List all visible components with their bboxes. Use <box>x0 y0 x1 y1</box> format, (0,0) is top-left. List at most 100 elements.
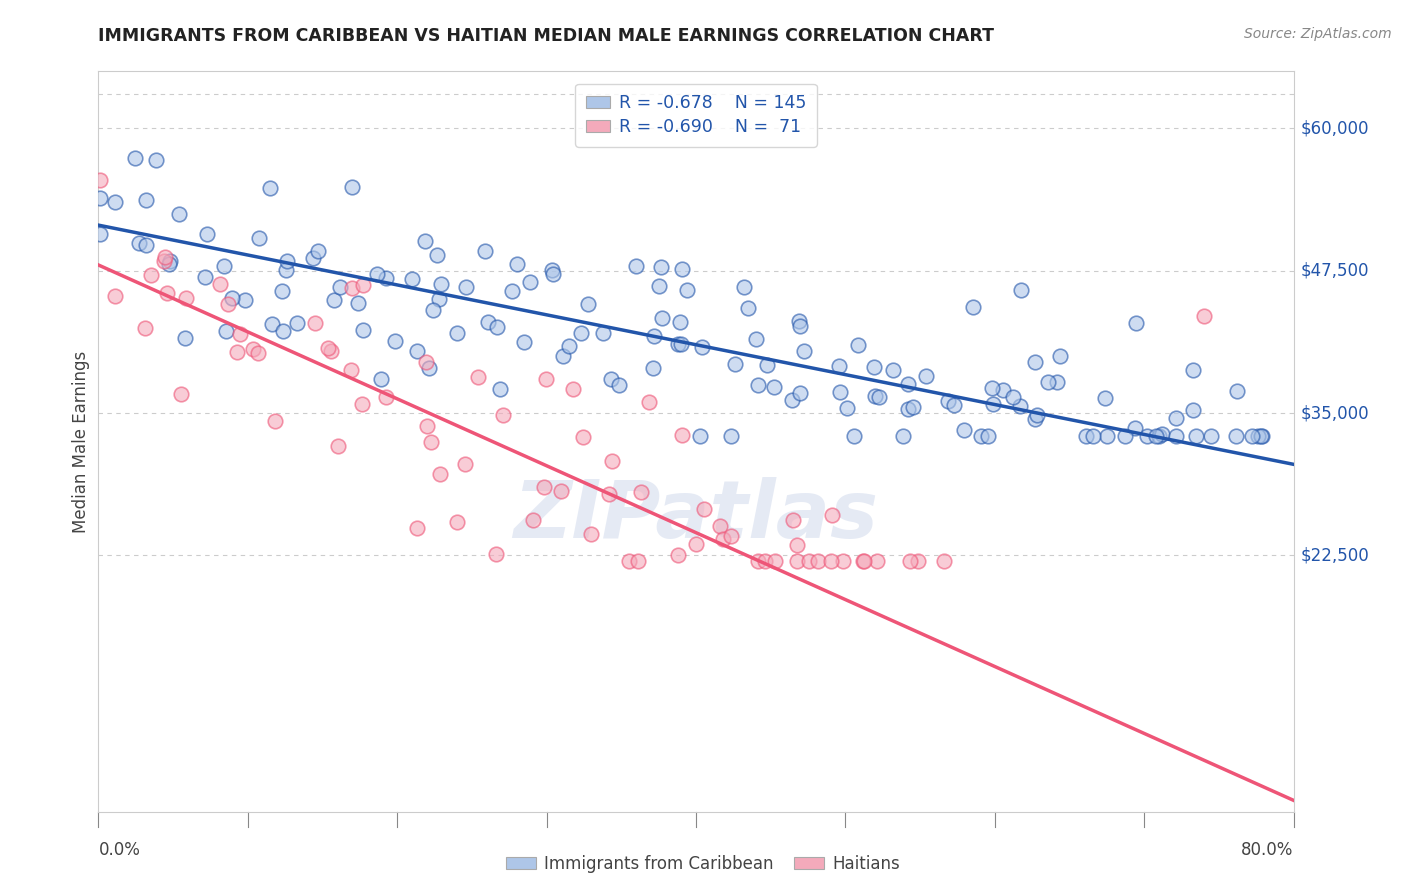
Point <box>898 554 921 568</box>
Point <box>384 334 406 348</box>
Point <box>747 554 769 568</box>
Point <box>897 402 920 417</box>
Point <box>991 383 1014 397</box>
Point <box>720 429 742 443</box>
Point <box>370 372 392 386</box>
Point <box>666 336 689 351</box>
Point <box>1025 408 1047 422</box>
Point <box>225 344 247 359</box>
Point <box>690 340 713 354</box>
Point <box>501 284 523 298</box>
Point <box>737 301 759 315</box>
Point <box>763 554 786 568</box>
Point <box>626 259 648 273</box>
Text: $22,500: $22,500 <box>1301 547 1369 565</box>
Point <box>581 527 603 541</box>
Point <box>953 424 976 438</box>
Point <box>156 285 179 300</box>
Point <box>648 279 671 293</box>
Point <box>942 398 965 412</box>
Point <box>247 231 270 245</box>
Point <box>246 346 269 360</box>
Point <box>1147 429 1170 443</box>
Point <box>1036 375 1059 389</box>
Point <box>569 326 592 340</box>
Point <box>789 386 811 401</box>
Point <box>915 369 938 384</box>
Point <box>135 238 157 252</box>
Point <box>174 331 197 345</box>
Point <box>322 293 344 307</box>
Point <box>1046 375 1069 389</box>
Point <box>304 316 326 330</box>
Point <box>1164 411 1187 425</box>
Point <box>1076 429 1098 443</box>
Point <box>1182 362 1205 376</box>
Point <box>1024 412 1046 426</box>
Point <box>340 281 363 295</box>
Point <box>340 363 363 377</box>
Point <box>1136 429 1159 443</box>
Point <box>561 382 583 396</box>
Point <box>630 485 652 500</box>
Point <box>474 244 496 258</box>
Point <box>1049 349 1071 363</box>
Point <box>868 390 890 404</box>
Point <box>422 302 444 317</box>
Point <box>976 429 998 443</box>
Point <box>513 335 536 350</box>
Point <box>366 267 388 281</box>
Point <box>1192 310 1215 324</box>
Text: Source: ZipAtlas.com: Source: ZipAtlas.com <box>1244 27 1392 41</box>
Point <box>962 300 984 314</box>
Point <box>1225 429 1247 443</box>
Point <box>821 508 844 523</box>
Point <box>828 359 851 374</box>
Point <box>486 319 509 334</box>
Point <box>852 554 875 568</box>
Point <box>454 458 477 472</box>
Point <box>1097 429 1119 443</box>
Point <box>1152 427 1174 442</box>
Point <box>316 341 339 355</box>
Point <box>643 328 665 343</box>
Point <box>128 236 150 251</box>
Point <box>853 554 876 568</box>
Point <box>1164 429 1187 443</box>
Point <box>159 254 181 268</box>
Point <box>104 194 127 209</box>
Point <box>374 271 396 285</box>
Point <box>427 292 450 306</box>
Point <box>1144 429 1167 443</box>
Point <box>212 259 235 273</box>
Point <box>541 268 564 282</box>
Point <box>1199 429 1222 443</box>
Point <box>789 314 811 328</box>
Point <box>145 153 167 167</box>
Point <box>270 284 292 298</box>
Point <box>724 358 747 372</box>
Point <box>891 429 914 443</box>
Point <box>1182 402 1205 417</box>
Point <box>492 408 515 422</box>
Point <box>242 342 264 356</box>
Point <box>789 319 811 334</box>
Point <box>89 172 111 186</box>
Point <box>832 554 855 568</box>
Point <box>600 454 623 468</box>
Point <box>260 317 283 331</box>
Point <box>1094 391 1116 405</box>
Point <box>350 396 373 410</box>
Point <box>786 554 808 568</box>
Point <box>533 480 555 494</box>
Point <box>401 272 423 286</box>
Point <box>846 338 869 352</box>
Point <box>534 371 557 385</box>
Point <box>429 467 451 481</box>
Text: $35,000: $35,000 <box>1301 404 1369 422</box>
Point <box>627 554 650 568</box>
Point <box>209 277 232 291</box>
Point <box>405 521 427 535</box>
Point <box>153 250 176 264</box>
Point <box>233 293 256 307</box>
